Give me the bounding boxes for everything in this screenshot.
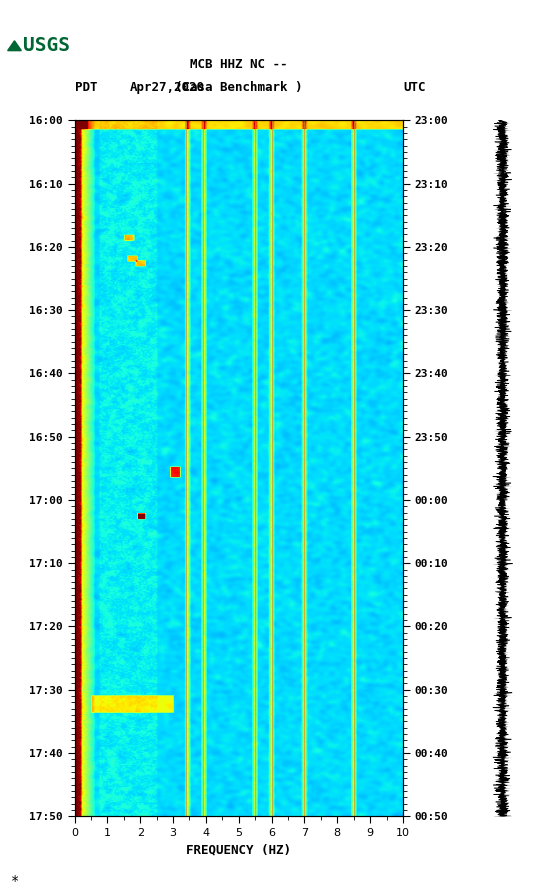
Polygon shape [8, 41, 22, 51]
Text: *: * [11, 874, 19, 888]
X-axis label: FREQUENCY (HZ): FREQUENCY (HZ) [186, 844, 291, 856]
Text: USGS: USGS [23, 37, 71, 55]
Text: MCB HHZ NC --: MCB HHZ NC -- [190, 58, 288, 71]
Text: UTC: UTC [403, 80, 426, 94]
Text: Apr27,2020: Apr27,2020 [130, 80, 205, 94]
Text: (Casa Benchmark ): (Casa Benchmark ) [175, 80, 302, 94]
Text: PDT: PDT [75, 80, 97, 94]
